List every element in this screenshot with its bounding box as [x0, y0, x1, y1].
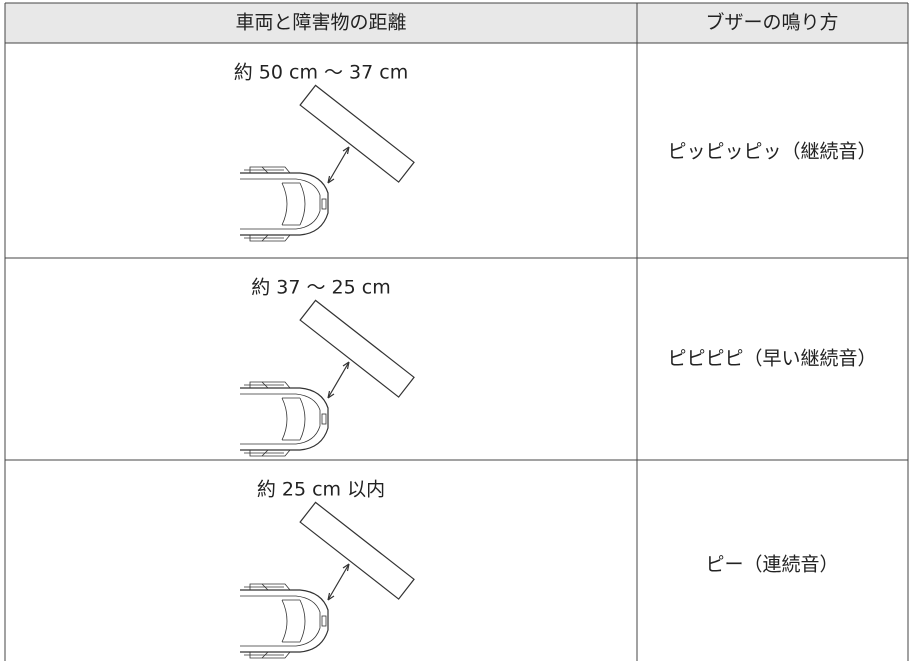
distance: 約 25 cm 以内 [257, 479, 385, 501]
header-cell: 車両と障害物の距離 [235, 12, 406, 34]
buzzer: ピピピピ（早い継続音） [667, 348, 876, 370]
distance: 約 37 ～ 25 cm [251, 277, 390, 299]
header-bg [5, 3, 908, 43]
table: 車両と障害物の距離 ブザーの鳴り方 約 50 cm ～ 37 cm ピッピッピッ… [4, 2, 909, 661]
buzzer: ピッピッピッ（継続音） [667, 141, 876, 163]
distance: 約 50 cm ～ 37 cm [234, 62, 408, 84]
illustration [239, 299, 415, 457]
header-cell: ブザーの鳴り方 [705, 11, 838, 34]
buzzer: ピー（連続音） [705, 554, 838, 576]
illustration [239, 501, 415, 659]
illustration [239, 84, 415, 242]
